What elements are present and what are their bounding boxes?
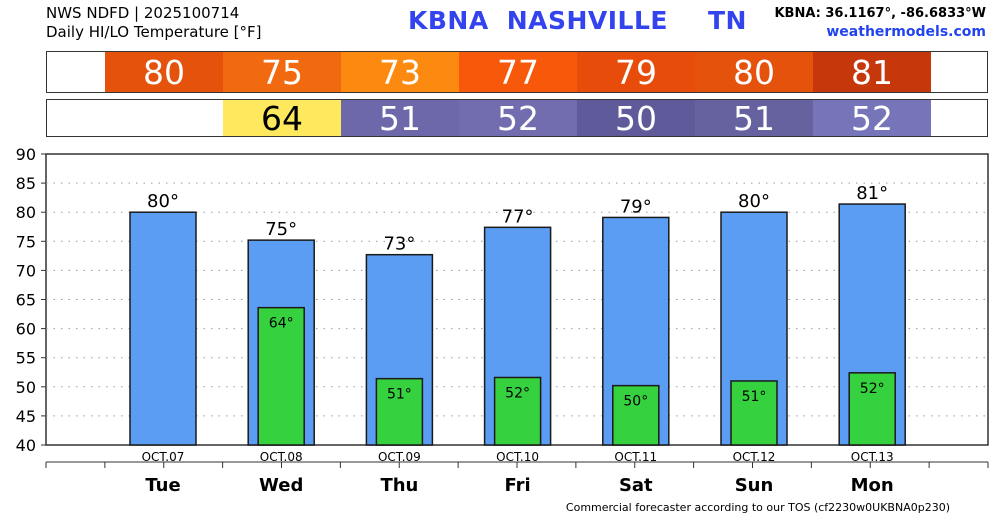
- city-name: NASHVILLE: [506, 6, 668, 35]
- y-tick-label: 70: [16, 261, 36, 280]
- low-temp-cell: 52: [813, 99, 931, 138]
- high-value-label: 79°: [620, 196, 652, 217]
- y-tick-label: 85: [16, 174, 36, 193]
- day-label: Tue: [145, 475, 180, 496]
- day-label: Mon: [851, 475, 894, 496]
- y-tick-label: 80: [16, 203, 36, 222]
- date-label: OCT.13: [851, 450, 894, 464]
- product-line: NWS NDFD | 2025100714: [46, 4, 240, 22]
- low-value-label: 52°: [860, 381, 885, 397]
- high-value-label: 81°: [856, 183, 888, 204]
- y-tick-label: 50: [16, 378, 36, 397]
- date-label: OCT.10: [496, 450, 539, 464]
- high-temp-cell: 77: [459, 52, 577, 92]
- high-value-label: 80°: [147, 191, 179, 212]
- low-temp-cell: 51: [341, 99, 459, 138]
- low-temp-cell: 64: [223, 99, 341, 138]
- low-bar: [493, 376, 542, 446]
- date-label: OCT.09: [378, 450, 421, 464]
- low-temp-cell: 51: [695, 99, 813, 138]
- y-tick-label: 65: [16, 291, 36, 310]
- date-label: OCT.11: [614, 450, 657, 464]
- day-label: Sat: [619, 475, 653, 496]
- low-bar: [612, 384, 660, 446]
- low-value-label: 50°: [623, 394, 648, 410]
- low-bar: [257, 306, 305, 446]
- high-value-label: 73°: [383, 234, 415, 255]
- y-tick-label: 40: [16, 436, 36, 455]
- site-link[interactable]: weathermodels.com: [826, 24, 986, 40]
- low-temp-cell: 50: [577, 99, 695, 138]
- low-value-label: 51°: [387, 387, 412, 403]
- header-left: NWS NDFD | 2025100714 Daily HI/LO Temper…: [46, 4, 262, 42]
- day-label: Fri: [504, 475, 530, 496]
- high-temp-cell: 80: [695, 52, 813, 92]
- y-tick-label: 55: [16, 349, 36, 368]
- product-subtitle: Daily HI/LO Temperature [°F]: [46, 23, 262, 41]
- high-temp-cell: 75: [223, 52, 341, 92]
- high-bar: [129, 211, 197, 446]
- high-temp-cell: 80: [105, 52, 223, 92]
- low-temp-strip: 64 51 52 50 51 52: [46, 99, 988, 138]
- y-tick-label: 90: [16, 145, 36, 164]
- day-label: Wed: [259, 475, 303, 496]
- y-tick-label: 60: [16, 320, 36, 339]
- header-right: KBNA: 36.1167°, -86.6833°W weathermodels…: [774, 5, 986, 41]
- location-title: KBNA NASHVILLE TN: [408, 6, 747, 35]
- day-label: Thu: [380, 475, 418, 496]
- low-bar: [375, 377, 424, 446]
- high-temp-cell: 81: [813, 52, 931, 92]
- date-label: OCT.08: [260, 450, 303, 464]
- station-coordinates: KBNA: 36.1167°, -86.6833°W: [774, 6, 986, 21]
- date-label: OCT.07: [142, 450, 185, 464]
- high-value-label: 75°: [265, 219, 297, 240]
- date-label: OCT.12: [733, 450, 776, 464]
- low-value-label: 52°: [505, 385, 530, 401]
- low-value-label: 51°: [742, 389, 767, 405]
- high-temp-cell: 79: [577, 52, 695, 92]
- high-temp-strip: 80 75 73 77 79 80 81: [46, 51, 988, 93]
- low-bar: [848, 372, 896, 446]
- high-value-label: 80°: [738, 191, 770, 212]
- y-tick-label: 45: [16, 407, 36, 426]
- station-id: KBNA: [408, 6, 489, 35]
- day-label: Sun: [735, 475, 774, 496]
- low-value-label: 64°: [269, 316, 294, 332]
- high-value-label: 77°: [502, 206, 534, 227]
- y-tick-label: 75: [16, 232, 36, 251]
- footer-note: Commercial forecaster according to our T…: [565, 501, 950, 514]
- temperature-chart: 40 45 50 55 60 65 70 75 80 85 90 80° OCT.07 Tue 75° 64°…: [16, 145, 989, 496]
- state-code: TN: [708, 6, 747, 35]
- low-bar: [730, 380, 778, 446]
- high-temp-cell: 73: [341, 52, 459, 92]
- low-temp-cell: 52: [459, 99, 577, 138]
